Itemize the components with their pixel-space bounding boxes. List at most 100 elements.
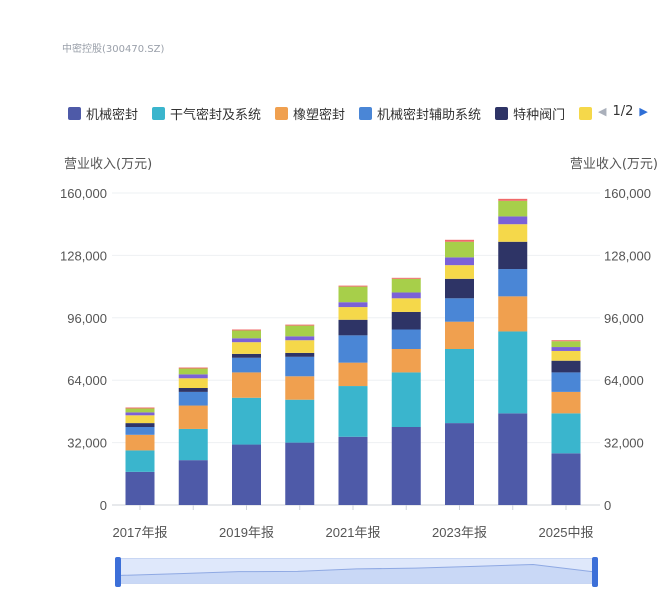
bar-8-5[interactable]	[551, 350, 581, 361]
bar-1-6[interactable]	[178, 374, 208, 379]
bar-group-3[interactable]	[285, 324, 315, 505]
bar-8-0[interactable]	[551, 453, 581, 505]
bar-0-3[interactable]	[125, 427, 155, 435]
bar-5-0[interactable]	[391, 427, 421, 505]
bar-7-1[interactable]	[498, 331, 528, 414]
bar-6-0[interactable]	[445, 423, 474, 505]
bar-8-7[interactable]	[551, 341, 581, 348]
bar-7-2[interactable]	[498, 296, 528, 332]
bar-6-6[interactable]	[445, 257, 474, 266]
bar-4-6[interactable]	[338, 302, 368, 308]
bar-0-8[interactable]	[125, 407, 155, 409]
bar-6-2[interactable]	[445, 321, 474, 349]
bar-2-3[interactable]	[232, 357, 261, 373]
bar-3-0[interactable]	[285, 442, 315, 505]
bar-3-7[interactable]	[285, 325, 315, 337]
bar-6-8[interactable]	[445, 239, 474, 242]
bar-7-6[interactable]	[498, 216, 528, 225]
bar-1-1[interactable]	[178, 428, 208, 461]
bar-8-4[interactable]	[551, 360, 581, 373]
bar-4-8[interactable]	[338, 285, 368, 287]
bar-1-8[interactable]	[178, 367, 208, 369]
bar-5-1[interactable]	[391, 372, 421, 427]
bar-5-8[interactable]	[391, 277, 421, 279]
bar-8-2[interactable]	[551, 391, 581, 414]
legend-item-0[interactable]: 机械密封	[68, 104, 138, 123]
bar-1-3[interactable]	[178, 391, 208, 406]
bar-3-2[interactable]	[285, 376, 315, 400]
slider-handle-left[interactable]	[115, 557, 121, 587]
legend-item-5[interactable]	[579, 106, 593, 120]
bar-7-4[interactable]	[498, 241, 528, 270]
bar-4-7[interactable]	[338, 286, 368, 303]
bar-1-7[interactable]	[178, 368, 208, 375]
bar-3-1[interactable]	[285, 399, 315, 443]
bar-group-4[interactable]	[338, 285, 368, 505]
bar-3-4[interactable]	[285, 352, 315, 357]
bar-1-4[interactable]	[178, 388, 208, 392]
bar-5-6[interactable]	[391, 292, 421, 299]
bar-7-8[interactable]	[498, 198, 528, 201]
range-slider[interactable]	[115, 557, 598, 587]
bar-5-5[interactable]	[391, 298, 421, 312]
bar-group-6[interactable]	[445, 239, 474, 505]
bar-8-3[interactable]	[551, 372, 581, 392]
bar-8-1[interactable]	[551, 413, 581, 454]
bar-0-2[interactable]	[125, 434, 155, 451]
bar-2-0[interactable]	[232, 444, 261, 505]
bar-group-2[interactable]	[232, 329, 261, 506]
bar-7-0[interactable]	[498, 413, 528, 505]
bar-4-4[interactable]	[338, 319, 368, 336]
bar-4-1[interactable]	[338, 386, 368, 437]
bar-group-7[interactable]	[498, 198, 528, 505]
bar-group-5[interactable]	[391, 277, 421, 505]
bar-3-8[interactable]	[285, 324, 315, 326]
bar-2-7[interactable]	[232, 330, 261, 339]
bar-7-3[interactable]	[498, 269, 528, 297]
bar-2-5[interactable]	[232, 342, 261, 354]
bar-4-0[interactable]	[338, 436, 368, 505]
bar-8-6[interactable]	[551, 347, 581, 351]
bar-3-3[interactable]	[285, 356, 315, 377]
legend-item-2[interactable]: 橡塑密封	[275, 104, 345, 123]
bar-2-4[interactable]	[232, 353, 261, 358]
bar-5-4[interactable]	[391, 311, 421, 330]
legend-item-4[interactable]: 特种阀门	[495, 104, 565, 123]
bar-2-1[interactable]	[232, 397, 261, 445]
bar-7-5[interactable]	[498, 224, 528, 242]
bar-3-5[interactable]	[285, 340, 315, 353]
bar-0-0[interactable]	[125, 471, 155, 505]
bar-2-6[interactable]	[232, 338, 261, 343]
bar-0-4[interactable]	[125, 423, 155, 427]
legend-item-1[interactable]: 干气密封及系统	[152, 104, 261, 123]
bar-0-6[interactable]	[125, 412, 155, 416]
bar-0-7[interactable]	[125, 408, 155, 413]
chevron-left-icon[interactable]: ◀	[598, 105, 607, 118]
bar-1-2[interactable]	[178, 405, 208, 429]
slider-handle-right[interactable]	[592, 557, 598, 587]
bar-2-8[interactable]	[232, 329, 261, 331]
bar-6-4[interactable]	[445, 278, 474, 299]
bar-2-2[interactable]	[232, 372, 261, 398]
bar-5-3[interactable]	[391, 329, 421, 350]
bar-1-0[interactable]	[178, 460, 208, 505]
bar-group-8[interactable]	[551, 340, 581, 505]
legend-item-3[interactable]: 机械密封辅助系统	[359, 104, 481, 123]
bar-6-3[interactable]	[445, 298, 474, 322]
bar-7-7[interactable]	[498, 200, 528, 217]
bar-group-0[interactable]	[125, 407, 155, 506]
bar-8-8[interactable]	[551, 340, 581, 342]
bar-4-3[interactable]	[338, 335, 368, 363]
bar-5-2[interactable]	[391, 349, 421, 373]
bar-4-2[interactable]	[338, 362, 368, 387]
bar-1-5[interactable]	[178, 378, 208, 388]
bar-5-7[interactable]	[391, 278, 421, 293]
bar-6-7[interactable]	[445, 241, 474, 258]
bar-0-5[interactable]	[125, 415, 155, 424]
bar-3-6[interactable]	[285, 336, 315, 341]
bar-0-1[interactable]	[125, 450, 155, 472]
bar-6-1[interactable]	[445, 349, 474, 424]
bar-6-5[interactable]	[445, 265, 474, 279]
bar-4-5[interactable]	[338, 307, 368, 320]
chevron-right-icon[interactable]: ▶	[639, 105, 648, 118]
